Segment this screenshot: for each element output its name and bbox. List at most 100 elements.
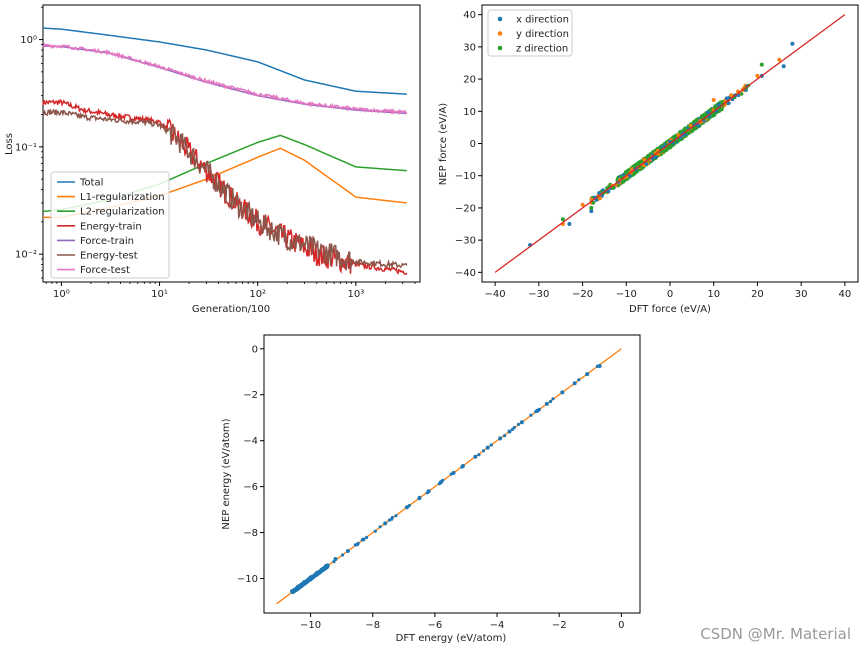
force-point-z [759, 62, 764, 67]
force-legend-label: y direction [516, 29, 569, 40]
loss-line-energy-train [42, 98, 408, 276]
force-point-y [711, 98, 716, 102]
loss-ticks: 10⁰ 10¹ 10² 10³ 10⁻² 10⁻¹ 10⁰ [15, 6, 416, 300]
force-point [642, 158, 647, 162]
loss-legend-box [50, 171, 170, 279]
loss-legend-label: Energy-test [80, 251, 138, 262]
loss-legend-label: Total [79, 178, 103, 189]
energy-point [439, 480, 444, 484]
x-tick-label: 20 [751, 289, 764, 300]
energy-point [535, 408, 540, 413]
energy-point [340, 553, 345, 557]
force-point-y [580, 202, 585, 207]
y-tick-label: −40 [455, 268, 476, 279]
force-parity-chart: −40 −30 −20 −10 0 10 20 30 40 −40 −30 −20 −10 0 10 20 30… [438, 4, 859, 315]
energy-point [314, 571, 319, 576]
energy-point [404, 505, 409, 510]
loss-legend-label: Energy-train [80, 221, 142, 232]
force-xlabel: DFT force (eV/A) [629, 304, 711, 315]
x-tick-label: −10 [300, 620, 321, 631]
loss-line-energy-test [42, 108, 408, 271]
force-legend-marker [497, 45, 503, 51]
energy-point [481, 449, 486, 453]
energy-xlabel: DFT energy (eV/atom) [396, 633, 507, 644]
energy-point [519, 420, 524, 425]
force-reference-line [494, 14, 846, 273]
force-point-y [598, 196, 602, 201]
force-point [606, 189, 611, 194]
loss-line-total [42, 27, 407, 95]
y-tick-label: −20 [455, 203, 476, 214]
energy-point [356, 541, 360, 546]
energy-point [324, 563, 329, 568]
energy-point [451, 470, 456, 475]
force-point [591, 200, 596, 205]
x-tick-label: −4 [490, 620, 505, 631]
force-point-x [781, 64, 786, 69]
force-point [597, 191, 601, 195]
x-tick-label: −40 [485, 289, 506, 300]
force-ticks: −40 −30 −20 −10 0 10 20 30 40 −40 −30 −20 −10 0 10 20 30… [455, 10, 851, 300]
energy-point [529, 413, 533, 417]
energy-point [560, 390, 565, 395]
force-point [628, 174, 632, 178]
y-tick-label: −30 [455, 236, 476, 247]
force-point-y [755, 73, 760, 78]
force-legend-marker [497, 31, 503, 36]
x-tick-label: −8 [365, 620, 380, 631]
force-plot [494, 14, 846, 273]
force-point [611, 186, 616, 190]
energy-ticks: −10 −8 −6 −4 −2 0 −10 −8 −6 −4 −2 0 [237, 344, 625, 631]
force-point-y [777, 57, 782, 62]
y-tick-label: −10 [455, 171, 476, 182]
force-point [654, 155, 658, 159]
loss-ylabel: Loss [4, 133, 15, 155]
energy-point [585, 372, 590, 377]
force-point [630, 167, 634, 171]
force-legend-box [487, 9, 573, 57]
x-tick-label: −30 [528, 289, 549, 300]
energy-point [378, 525, 382, 529]
energy-point [516, 422, 521, 426]
x-tick-label: 10⁰ [53, 289, 70, 300]
energy-point [485, 445, 490, 450]
energy-point [383, 521, 388, 526]
energy-point [345, 549, 350, 553]
energy-plot [276, 348, 622, 605]
y-tick-label: 30 [463, 42, 476, 53]
loss-line-force-test [42, 42, 408, 116]
loss-legend: Total L1-regularization L2-regularization E… [50, 171, 170, 279]
y-tick-label: −8 [243, 528, 258, 539]
x-tick-label: 10 [707, 289, 720, 300]
y-tick-label: 0 [470, 139, 476, 150]
energy-point [296, 584, 301, 589]
x-tick-label: 10³ [348, 289, 365, 300]
x-tick-label: 40 [839, 289, 852, 300]
loss-chart: 10⁰ 10¹ 10² 10³ 10⁻² 10⁻¹ 10⁰ Total L1-regulari… [4, 4, 421, 315]
x-tick-label: 0 [667, 289, 673, 300]
loss-line-force-train [42, 45, 407, 115]
y-tick-label: 40 [463, 10, 476, 21]
force-point-x [567, 222, 572, 226]
force-point-x [589, 209, 594, 214]
force-point-z [646, 154, 651, 159]
y-tick-label: −6 [243, 482, 258, 493]
force-point-x [790, 41, 795, 46]
energy-point [302, 580, 307, 584]
force-ylabel: NEP force (eV/A) [438, 103, 449, 185]
energy-point [390, 517, 394, 521]
energy-point [473, 454, 478, 459]
force-point-z [682, 127, 687, 132]
y-tick-label: −4 [243, 436, 258, 447]
loss-xlabel: Generation/100 [192, 304, 270, 315]
x-tick-label: 30 [795, 289, 808, 300]
energy-point [333, 557, 338, 561]
energy-point [548, 399, 553, 404]
x-tick-label: −6 [428, 620, 443, 631]
force-legend-label: x direction [516, 15, 569, 26]
loss-legend-label: L2-regularization [80, 207, 165, 218]
energy-point [460, 464, 465, 468]
force-legend-marker [497, 16, 503, 22]
watermark: CSDN @Mr. Material [700, 625, 851, 643]
